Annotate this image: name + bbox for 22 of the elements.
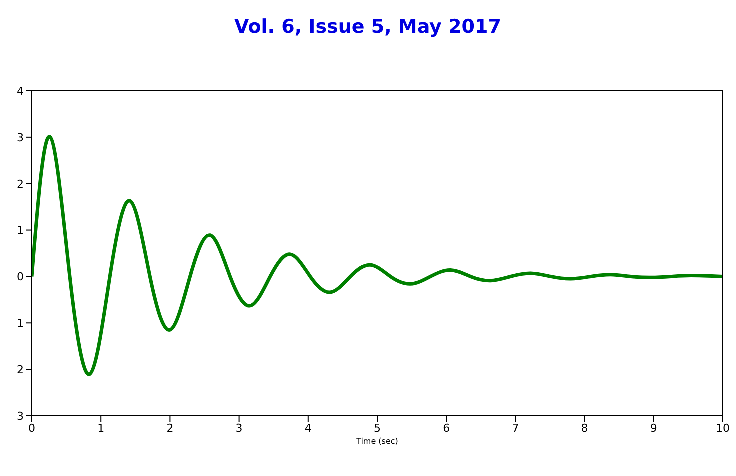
y-tick-label: 3 bbox=[17, 410, 24, 423]
y-tick-label: 1 bbox=[17, 224, 24, 238]
x-tick-label: 6 bbox=[443, 422, 450, 435]
x-tick-label: 4 bbox=[304, 422, 312, 435]
x-tick-label: 3 bbox=[236, 422, 243, 435]
x-tick-label: 9 bbox=[650, 422, 658, 435]
x-tick-label: 7 bbox=[512, 422, 520, 435]
x-tick-label: 8 bbox=[581, 422, 588, 435]
x-tick-label: 10 bbox=[716, 422, 730, 435]
x-tick-label: 1 bbox=[98, 422, 105, 435]
text: Vol. 6, Issue 5, May 2017 bbox=[234, 16, 502, 40]
y-tick-label: 2 bbox=[17, 178, 24, 191]
y-tick-label: 2 bbox=[17, 363, 24, 376]
x-axis-title: Time (sec) bbox=[356, 437, 398, 446]
x-tick-label: 5 bbox=[374, 422, 381, 435]
y-tick-label: 0 bbox=[17, 270, 24, 284]
x-tick-label: 0 bbox=[28, 422, 36, 435]
line-series bbox=[32, 135, 723, 376]
y-tick-label: 1 bbox=[17, 317, 24, 330]
y-tick-label: 3 bbox=[17, 131, 24, 144]
x-tick-label: 2 bbox=[166, 422, 174, 435]
y-tick-label: 4 bbox=[17, 84, 24, 98]
